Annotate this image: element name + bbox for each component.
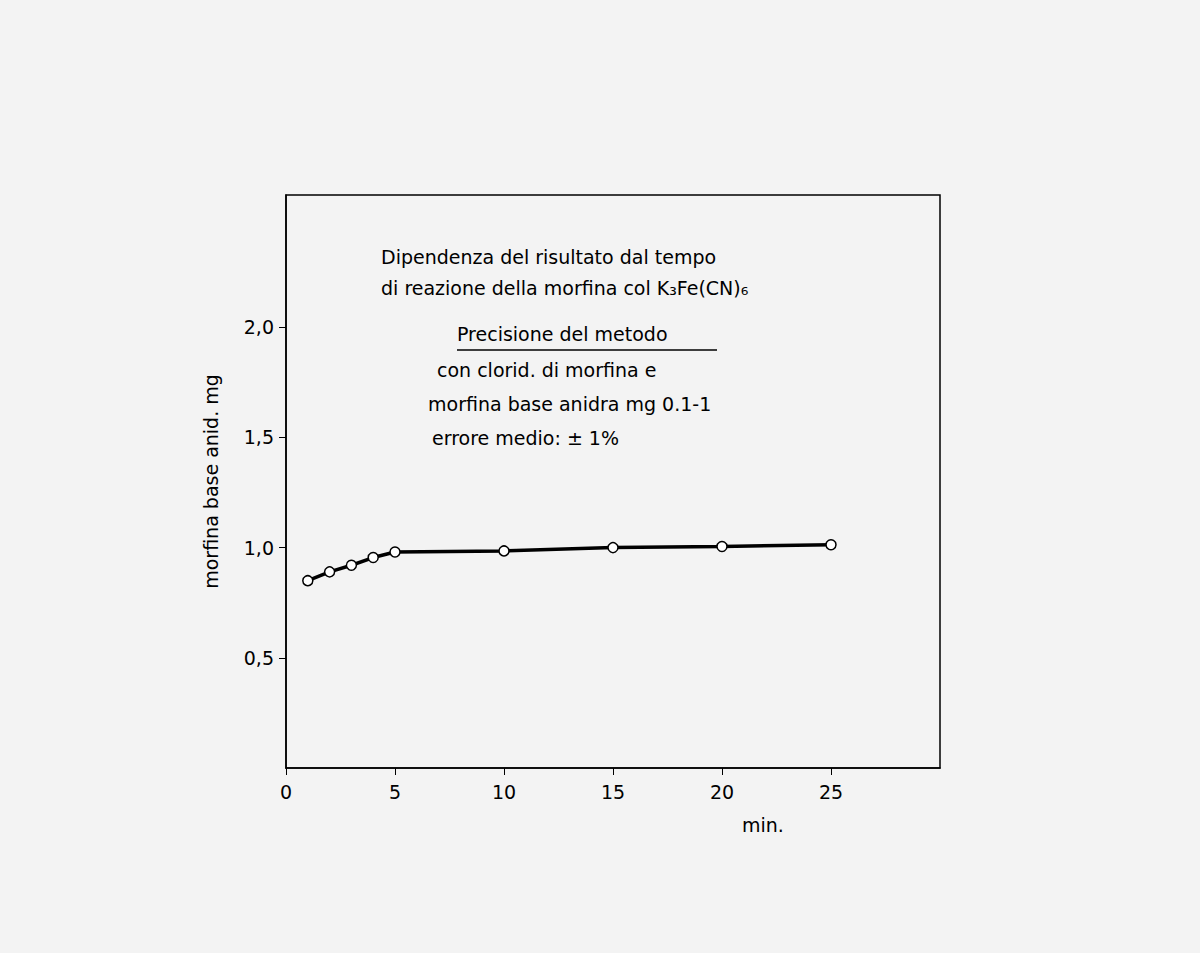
svg-text:1,0: 1,0 — [244, 537, 274, 559]
svg-text:morfina base anidra mg 0.1-1: morfina base anidra mg 0.1-1 — [428, 393, 711, 415]
svg-text:2,0: 2,0 — [244, 316, 274, 338]
svg-text:0,5: 0,5 — [244, 647, 274, 669]
svg-text:0: 0 — [280, 781, 292, 803]
svg-text:5: 5 — [389, 781, 401, 803]
svg-text:di reazione della morfina col: di reazione della morfina col K₃Fe(CN)₆ — [381, 277, 748, 299]
svg-text:Precisione del metodo: Precisione del metodo — [457, 323, 668, 345]
svg-text:15: 15 — [601, 781, 625, 803]
svg-text:con clorid. di morfina e: con clorid. di morfina e — [437, 359, 656, 381]
svg-text:morfina base anid. mg: morfina base anid. mg — [200, 374, 222, 589]
svg-text:20: 20 — [710, 781, 734, 803]
svg-text:10: 10 — [492, 781, 516, 803]
svg-text:errore medio: ± 1%: errore medio: ± 1% — [432, 427, 619, 449]
svg-text:1,5: 1,5 — [244, 426, 274, 448]
svg-text:min.: min. — [742, 814, 784, 836]
svg-text:Dipendenza del risultato dal t: Dipendenza del risultato dal tempo — [381, 246, 716, 268]
svg-text:25: 25 — [819, 781, 843, 803]
